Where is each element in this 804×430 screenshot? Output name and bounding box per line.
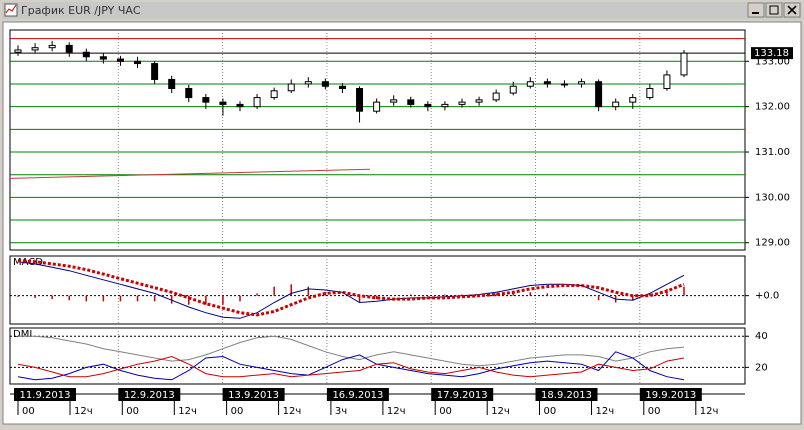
candle-body (48, 44, 56, 49)
candle-body (475, 99, 483, 103)
date-label: 12.9.2013 (124, 390, 175, 401)
candle-body (595, 81, 603, 108)
hour-label: 00 (648, 406, 661, 417)
candle-body (185, 88, 193, 99)
date-label: 11.9.2013 (20, 390, 71, 401)
series-line (18, 335, 685, 367)
candle-body (99, 56, 107, 60)
candle-body (134, 60, 142, 65)
candle-body (253, 97, 261, 108)
candle-body (458, 101, 466, 105)
candle-body (680, 52, 688, 76)
candle-body (321, 81, 329, 87)
candle-body (356, 88, 364, 112)
candle-body (509, 85, 517, 94)
window-title: График EUR /JPY ЧАС (21, 4, 141, 17)
candle-body (492, 92, 500, 101)
candle-body (236, 103, 244, 108)
y-tick-label: 130.00 (755, 192, 790, 203)
candle-body (526, 81, 534, 87)
y-tick-label: 132.00 (755, 102, 790, 113)
hour-label: 00 (126, 406, 139, 417)
panel-frame (9, 255, 746, 325)
hour-label: 12ч (178, 406, 197, 417)
close-glyph (787, 5, 797, 15)
y-tick-label: 133.00 (755, 56, 790, 67)
date-box (639, 388, 702, 401)
date-box (118, 388, 181, 401)
maximize-button[interactable] (765, 2, 783, 18)
maximize-glyph (769, 5, 779, 15)
series-line (17, 355, 685, 378)
candle-body (612, 101, 620, 108)
title-bar (2, 2, 802, 19)
candle-body (14, 49, 22, 53)
candle-body (646, 88, 654, 99)
candle-body (407, 99, 415, 105)
app-icon-glyph (5, 4, 17, 14)
date-box (326, 388, 389, 401)
hour-label: 12ч (491, 406, 510, 417)
candle-body (202, 97, 210, 103)
hour-label: 12ч (596, 406, 615, 417)
current-price-label: 133.18 (754, 48, 789, 59)
date-label: 16.9.2013 (332, 390, 383, 401)
candle-body (31, 47, 39, 51)
hour-label: 00 (22, 406, 35, 417)
candle-body (168, 78, 176, 90)
date-label: 18.9.2013 (541, 390, 592, 401)
candle-body (424, 103, 432, 108)
series-line (17, 351, 685, 381)
candle-body (219, 101, 227, 105)
trend-line (9, 168, 371, 179)
hour-label: 00 (439, 406, 452, 417)
date-box (14, 388, 76, 401)
hour-label: 3ч (335, 406, 347, 417)
minimize-button[interactable] (747, 2, 765, 18)
candle-body (390, 99, 398, 103)
candle-body (543, 81, 551, 85)
date-box (535, 388, 598, 401)
date-box (222, 388, 285, 401)
series-line (17, 259, 685, 317)
hour-label: 12ч (700, 406, 719, 417)
candle-body (270, 90, 278, 99)
candle-body (629, 97, 637, 103)
y-tick-label: 131.00 (755, 147, 790, 158)
window-buttons[interactable] (747, 2, 801, 18)
candle-body (338, 85, 346, 90)
y-tick-label: +0.0 (755, 291, 779, 302)
hour-label: 12ч (74, 406, 93, 417)
candle-body (65, 44, 73, 53)
candle-body (151, 63, 159, 80)
candle-body (560, 83, 568, 86)
candle-body (116, 58, 124, 62)
hour-label: 00 (544, 406, 557, 417)
candle-body (304, 81, 312, 85)
candle-body (441, 103, 449, 108)
date-box (431, 388, 494, 401)
current-price-box (751, 47, 793, 60)
hour-label: 00 (231, 406, 244, 417)
date-label: 13.9.2013 (228, 390, 279, 401)
date-label: 17.9.2013 (437, 390, 488, 401)
hour-label: 12ч (283, 406, 302, 417)
candle-body (287, 83, 295, 92)
candle-body (663, 74, 671, 90)
panel-frame (9, 29, 746, 251)
hour-label: 12ч (387, 406, 406, 417)
candle-body (373, 101, 381, 112)
y-tick-label: 129.00 (755, 238, 790, 249)
y-tick-label: 40 (755, 331, 768, 342)
y-tick-label: 20 (755, 362, 768, 373)
panel-title: DMI (13, 329, 32, 340)
date-label: 19.9.2013 (645, 390, 696, 401)
panel-frame (9, 327, 746, 385)
candle-body (578, 81, 586, 85)
candle-body (82, 51, 90, 58)
